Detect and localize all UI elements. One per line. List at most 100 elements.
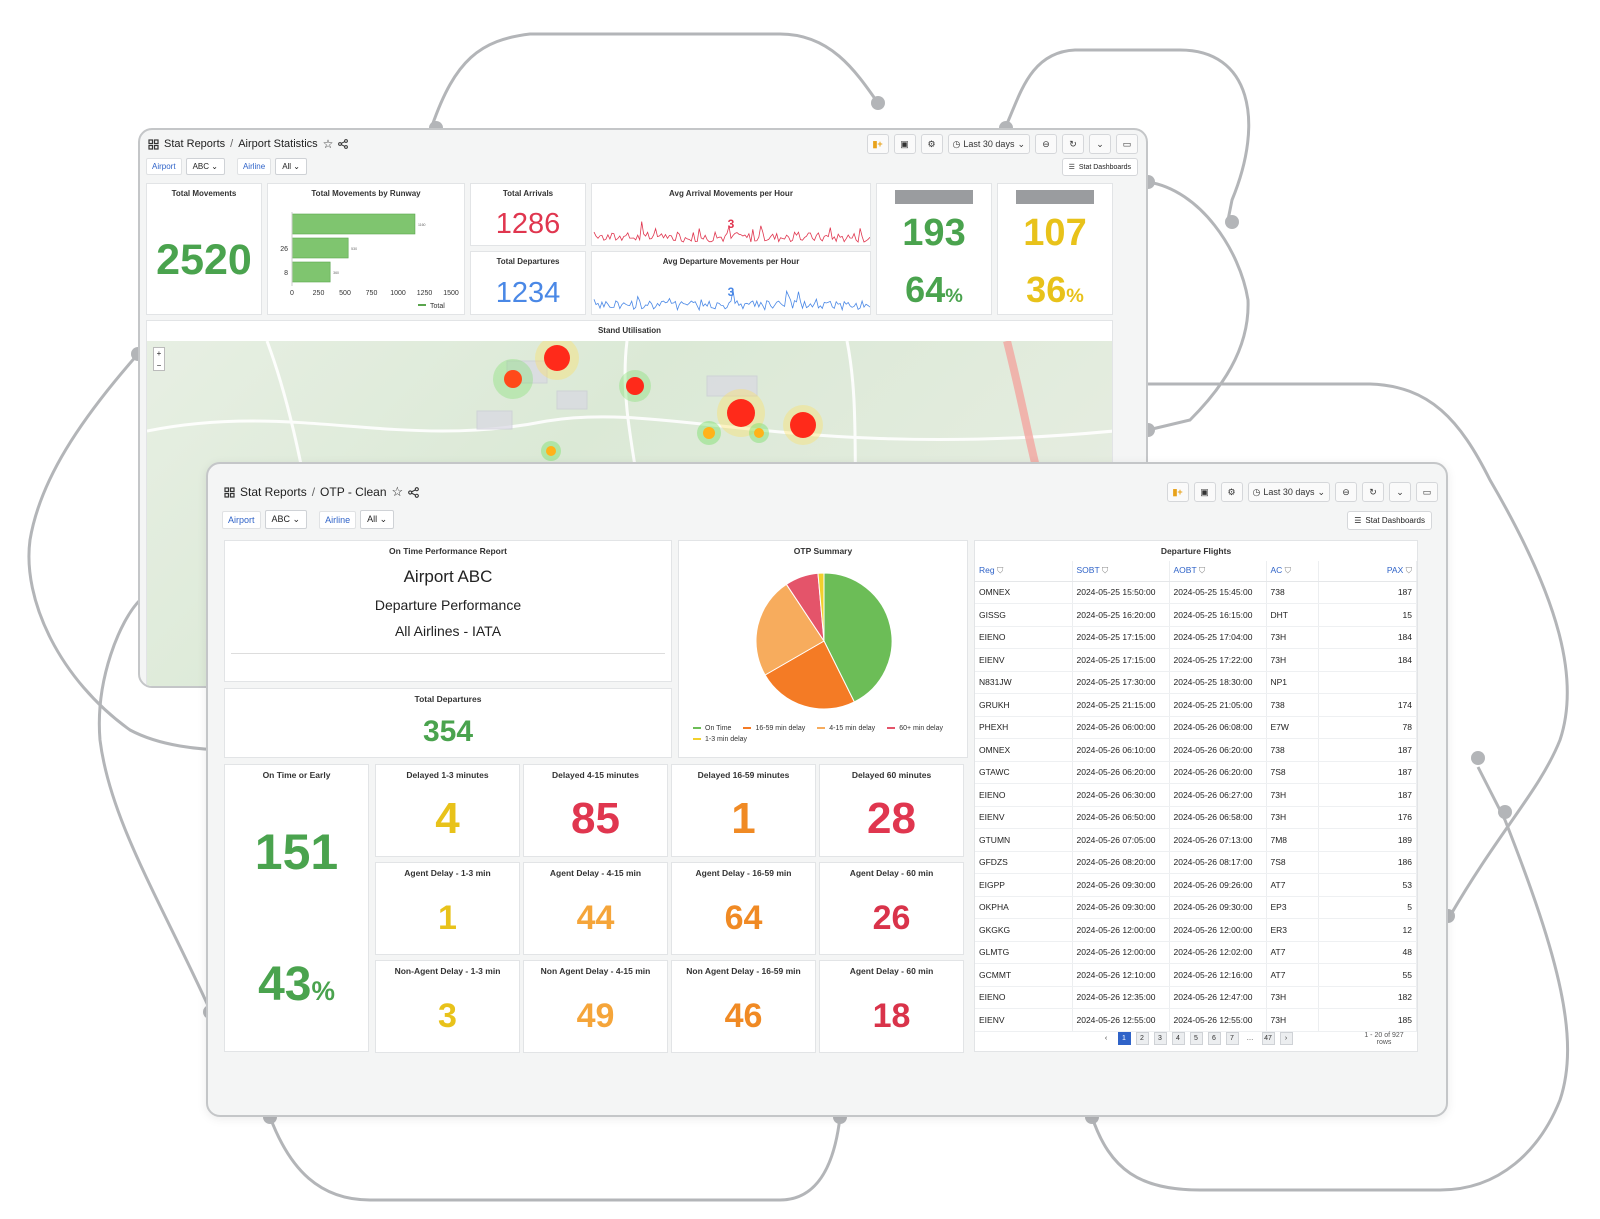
table-row[interactable]: EIENV 2024-05-26 06:50:00 2024-05-26 06:58… <box>975 806 1417 829</box>
save-button[interactable]: ▣ <box>1193 482 1216 502</box>
apps-grid-icon[interactable] <box>224 486 235 498</box>
share-icon[interactable] <box>338 139 349 149</box>
table-row[interactable]: EIGPP 2024-05-26 09:30:00 2024-05-26 09:26… <box>975 873 1417 897</box>
page-button[interactable]: … <box>1246 1034 1254 1042</box>
page-button[interactable]: 2 <box>1135 1031 1149 1045</box>
table-row[interactable]: GKGKG 2024-05-26 12:00:00 2024-05-26 12:00… <box>975 918 1417 942</box>
table-row[interactable]: GFDZS 2024-05-26 08:20:00 2024-05-26 08:17… <box>975 851 1417 874</box>
runway-bar[interactable] <box>291 261 331 283</box>
prev-page-button[interactable]: ‹ <box>1099 1031 1113 1045</box>
table-row[interactable]: EIENV 2024-05-26 12:55:00 2024-05-26 12:55… <box>975 1008 1417 1032</box>
refresh-interval-button[interactable]: ⌄ <box>1389 482 1411 502</box>
airline-select[interactable]: All ⌄ <box>275 158 308 175</box>
refresh-button[interactable]: ↻ <box>1062 134 1084 154</box>
zoom-out-button[interactable]: − <box>156 361 162 370</box>
bar-value-label: 360 <box>333 271 339 275</box>
panel-title: Delayed 4-15 minutes <box>552 770 639 780</box>
legend-item[interactable]: 1-3 min delay <box>693 736 747 743</box>
stat-dashboards-button[interactable]: ☰ Stat Dashboards <box>1061 158 1138 176</box>
table-row[interactable]: OKPHA 2024-05-26 09:30:00 2024-05-26 09:30… <box>975 896 1417 919</box>
table-row[interactable]: GISSG 2024-05-25 16:20:00 2024-05-25 16:15… <box>975 603 1417 627</box>
page-button[interactable]: 47 <box>1261 1031 1275 1045</box>
table-row[interactable]: EIENO 2024-05-25 17:15:00 2024-05-25 17:04… <box>975 626 1417 649</box>
zoom-out-button[interactable]: ⊖ <box>1335 482 1357 502</box>
table-row[interactable]: EIENO 2024-05-26 12:35:00 2024-05-26 12:47… <box>975 986 1417 1009</box>
pie-slice[interactable] <box>817 572 825 642</box>
filter-icon[interactable]: ⛉ <box>1282 565 1292 576</box>
stat-dashboards-button[interactable]: ☰ Stat Dashboards <box>1347 511 1432 530</box>
zoom-out-button[interactable]: ⊖ <box>1035 134 1057 154</box>
table-cell: 2024-05-26 07:05:00 <box>1072 828 1170 852</box>
refresh-button[interactable]: ↻ <box>1362 482 1384 502</box>
settings-button[interactable]: ⚙ <box>1220 482 1243 502</box>
airline-select[interactable]: All ⌄ <box>360 510 395 529</box>
time-range-picker[interactable]: ◷ Last 30 days ⌄ <box>947 134 1030 154</box>
legend-item[interactable]: 16-59 min delay <box>743 725 805 732</box>
filter-icon[interactable]: ⛉ <box>994 565 1004 576</box>
page-button[interactable]: 5 <box>1189 1031 1203 1045</box>
page-button[interactable]: 6 <box>1207 1031 1221 1045</box>
x-tick-label: 1000 <box>390 290 406 297</box>
breadcrumb-parent[interactable]: Stat Reports <box>164 138 226 150</box>
add-panel-button[interactable]: ▮+ <box>1166 482 1189 502</box>
legend-item[interactable]: On Time <box>693 725 731 732</box>
panel-title: OTP Summary <box>793 546 853 556</box>
runway-bar[interactable] <box>291 237 349 259</box>
breadcrumb-current[interactable]: OTP - Clean <box>320 485 387 499</box>
share-icon[interactable] <box>408 486 420 498</box>
breadcrumb-current[interactable]: Airport Statistics <box>238 138 318 150</box>
column-header[interactable]: AOBT ⛉ <box>1169 561 1267 582</box>
page-button[interactable]: 1 <box>1117 1031 1131 1045</box>
table-row[interactable]: OMNEX 2024-05-26 06:10:00 2024-05-26 06:20… <box>975 738 1417 762</box>
table-row[interactable]: N831JW 2024-05-25 17:30:00 2024-05-25 18:3… <box>975 671 1417 694</box>
table-cell: 7S8 <box>1266 851 1319 874</box>
next-page-button[interactable]: › <box>1279 1031 1293 1045</box>
pie-slice[interactable] <box>755 583 825 676</box>
column-header[interactable]: SOBT ⛉ <box>1072 561 1170 582</box>
column-header[interactable]: AC ⛉ <box>1266 561 1319 582</box>
pie-slice[interactable] <box>823 572 893 703</box>
refresh-interval-button[interactable]: ⌄ <box>1089 134 1111 154</box>
star-icon[interactable]: ☆ <box>322 137 334 151</box>
table-row[interactable]: EIENO 2024-05-26 06:30:00 2024-05-26 06:27… <box>975 783 1417 807</box>
table-row[interactable]: GRUKH 2024-05-25 21:15:00 2024-05-25 21:05… <box>975 693 1417 717</box>
tv-mode-button[interactable]: ▭ <box>1116 134 1138 154</box>
airport-select[interactable]: ABC ⌄ <box>264 510 308 529</box>
add-panel-button[interactable]: ▮+ <box>866 134 889 154</box>
table-row[interactable]: GTAWC 2024-05-26 06:20:00 2024-05-26 06:20… <box>975 761 1417 784</box>
star-icon[interactable]: ☆ <box>391 484 404 499</box>
runway-bar[interactable] <box>291 213 416 235</box>
save-button[interactable]: ▣ <box>893 134 916 154</box>
column-header[interactable]: Reg ⛉ <box>975 561 1073 582</box>
airline-variable-label: Airline <box>236 158 272 175</box>
table-row[interactable]: GLMTG 2024-05-26 12:00:00 2024-05-26 12:02… <box>975 941 1417 964</box>
legend-item[interactable]: 60+ min delay <box>887 725 943 732</box>
x-tick-label: 500 <box>339 290 351 297</box>
panel-title: Delayed 1-3 minutes <box>406 770 489 780</box>
x-tick-label: 1250 <box>417 290 433 297</box>
filter-icon[interactable]: ⛉ <box>1196 565 1206 576</box>
panel-title: On Time or Early <box>262 770 331 780</box>
add-panel-icon: ▮+ <box>872 138 883 149</box>
filter-icon[interactable]: ⛉ <box>1403 565 1412 576</box>
filter-icon[interactable]: ⛉ <box>1099 565 1109 576</box>
table-row[interactable]: EIENV 2024-05-25 17:15:00 2024-05-25 17:22… <box>975 648 1417 672</box>
column-header[interactable]: PAX ⛉ <box>1318 561 1417 582</box>
x-tick-label: 750 <box>366 290 378 297</box>
zoom-in-button[interactable]: + <box>156 349 162 358</box>
page-button[interactable]: 3 <box>1153 1031 1167 1045</box>
table-row[interactable]: GTUMN 2024-05-26 07:05:00 2024-05-26 07:13… <box>975 828 1417 852</box>
page-button[interactable]: 4 <box>1171 1031 1185 1045</box>
table-row[interactable]: GCMMT 2024-05-26 12:10:00 2024-05-26 12:16… <box>975 963 1417 987</box>
legend-item[interactable]: 4-15 min delay <box>817 725 875 732</box>
breadcrumb-parent[interactable]: Stat Reports <box>240 485 307 499</box>
settings-button[interactable]: ⚙ <box>920 134 943 154</box>
pie-slice[interactable] <box>764 640 855 710</box>
table-row[interactable]: PHEXH 2024-05-26 06:00:00 2024-05-26 06:08… <box>975 716 1417 739</box>
time-range-picker[interactable]: ◷ Last 30 days ⌄ <box>1247 482 1330 502</box>
page-button[interactable]: 7 <box>1225 1031 1239 1045</box>
table-row[interactable]: OMNEX 2024-05-25 15:50:00 2024-05-25 15:45… <box>975 581 1417 604</box>
tv-mode-button[interactable]: ▭ <box>1416 482 1438 502</box>
airport-select[interactable]: ABC ⌄ <box>185 158 225 175</box>
apps-grid-icon[interactable] <box>148 138 159 150</box>
